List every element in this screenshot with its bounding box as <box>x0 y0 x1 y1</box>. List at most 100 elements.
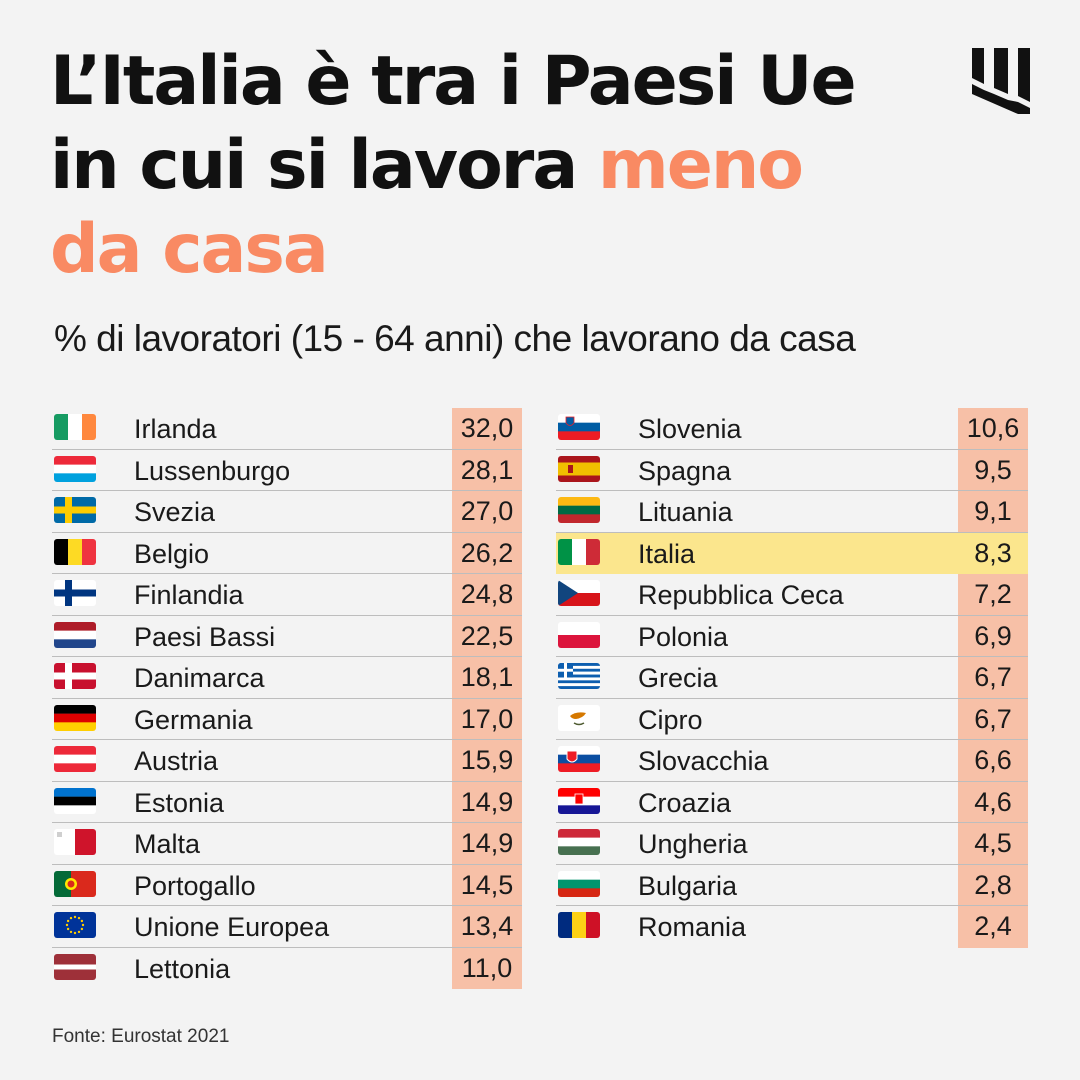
table-row: Svezia 27,0 <box>52 491 522 533</box>
row-divider <box>52 863 522 865</box>
row-divider <box>556 697 1028 699</box>
country-name: Germania <box>134 704 253 735</box>
title-highlight-2: da casa <box>50 210 329 289</box>
hungary-flag <box>558 829 600 855</box>
czechia-flag <box>558 580 600 606</box>
table-left-column: Irlanda 32,0 Lussenburgo 28,1 Svezia 27,0 Belg… <box>52 408 522 989</box>
table-row: Croazia 4,6 <box>556 781 1028 823</box>
table-row: Lituania 9,1 <box>556 491 1028 533</box>
table-right-column: Slovenia 10,6 Spagna 9,5 Lituania 9,1 Italia 8,… <box>556 408 1028 948</box>
country-name: Romania <box>638 912 747 942</box>
row-divider <box>52 490 522 491</box>
ireland-flag <box>54 414 96 440</box>
source-note: Fonte: Eurostat 2021 <box>52 1026 230 1047</box>
row-divider <box>52 905 522 906</box>
country-value: 24,8 <box>452 574 522 616</box>
table-row: Lussenburgo 28,1 <box>52 449 522 491</box>
table-row: Lettonia 11,0 <box>52 947 522 989</box>
country-value: 6,7 <box>958 657 1028 699</box>
table-row: Slovacchia 6,6 <box>556 740 1028 782</box>
country-name: Danimarca <box>134 663 265 693</box>
table-row: Italia 8,3 <box>556 532 1028 574</box>
country-name: Italia <box>638 538 696 569</box>
row-divider <box>556 448 1028 450</box>
page-title: L’Italia è tra i Paesi Ue in cui si lavo… <box>50 40 930 292</box>
country-value: 2,8 <box>958 864 1028 906</box>
netherlands-flag <box>54 621 96 648</box>
title-line-1: L’Italia è tra i Paesi Ue <box>50 42 857 121</box>
table-row: Cipro 6,7 <box>556 698 1028 740</box>
eu-flag <box>54 912 96 938</box>
country-name: Bulgaria <box>638 870 738 901</box>
row-divider <box>52 573 522 574</box>
country-value: 17,0 <box>452 698 522 740</box>
country-value: 28,1 <box>452 449 522 491</box>
row-divider <box>556 905 1028 906</box>
country-value: 6,9 <box>958 615 1028 657</box>
row-divider <box>556 822 1028 823</box>
table-row: Unione Europea 13,4 <box>52 906 522 948</box>
sweden-flag <box>54 497 96 523</box>
chart-subtitle: % di lavoratori (15 - 64 anni) che lavor… <box>54 318 856 359</box>
table-row: Irlanda 32,0 <box>52 408 522 450</box>
table-row: Estonia 14,9 <box>52 781 522 823</box>
finland-flag <box>54 580 96 606</box>
country-name: Spagna <box>638 455 732 486</box>
country-value: 8,3 <box>958 532 1028 574</box>
row-divider <box>556 490 1028 491</box>
publisher-logo <box>972 48 1030 114</box>
title-line-2: in cui si lavora <box>50 126 598 205</box>
romania-flag <box>558 912 600 938</box>
country-value: 4,5 <box>958 823 1028 865</box>
table-row: Polonia 6,9 <box>556 615 1028 657</box>
row-divider <box>52 739 522 740</box>
country-name: Lituania <box>638 497 733 527</box>
row-divider <box>52 822 522 823</box>
bulgaria-flag <box>558 870 600 897</box>
table-row: Malta 14,9 <box>52 823 522 865</box>
country-name: Grecia <box>638 663 718 693</box>
row-divider <box>556 531 1028 533</box>
country-name: Ungheria <box>638 829 748 859</box>
country-value: 26,2 <box>452 532 522 574</box>
country-name: Finlandia <box>134 580 244 610</box>
country-name: Slovacchia <box>638 746 769 776</box>
country-value: 13,4 <box>452 906 522 948</box>
poland-flag <box>558 621 600 648</box>
row-divider <box>52 531 522 533</box>
table-row: Bulgaria 2,8 <box>556 864 1028 906</box>
country-value: 9,1 <box>958 491 1028 533</box>
denmark-flag <box>54 663 96 689</box>
cyprus-flag <box>558 704 600 731</box>
table-row: Danimarca 18,1 <box>52 657 522 699</box>
table-row: Portogallo 14,5 <box>52 864 522 906</box>
italy-flag <box>558 538 600 565</box>
germany-flag <box>54 704 96 731</box>
row-divider <box>556 739 1028 740</box>
country-name: Lettonia <box>134 953 231 984</box>
table-row: Finlandia 24,8 <box>52 574 522 616</box>
table-row: Repubblica Ceca 7,2 <box>556 574 1028 616</box>
slovakia-flag <box>558 746 600 772</box>
row-divider <box>556 863 1028 865</box>
country-value: 27,0 <box>452 491 522 533</box>
country-value: 2,4 <box>958 906 1028 948</box>
row-divider <box>52 614 522 616</box>
country-name: Estonia <box>134 787 225 818</box>
country-value: 6,6 <box>958 740 1028 782</box>
country-value: 32,0 <box>452 408 522 450</box>
country-value: 11,0 <box>452 947 522 989</box>
lithuania-flag <box>558 497 600 523</box>
croatia-flag <box>558 787 600 814</box>
country-name: Austria <box>134 746 219 776</box>
estonia-flag <box>54 787 96 814</box>
country-name: Portogallo <box>134 870 256 901</box>
country-value: 14,5 <box>452 864 522 906</box>
country-value: 10,6 <box>958 408 1028 450</box>
country-name: Repubblica Ceca <box>638 580 844 610</box>
country-name: Belgio <box>134 538 210 569</box>
table-row: Belgio 26,2 <box>52 532 522 574</box>
row-divider <box>556 780 1028 782</box>
table-row: Romania 2,4 <box>556 906 1028 948</box>
belgium-flag <box>54 538 96 565</box>
